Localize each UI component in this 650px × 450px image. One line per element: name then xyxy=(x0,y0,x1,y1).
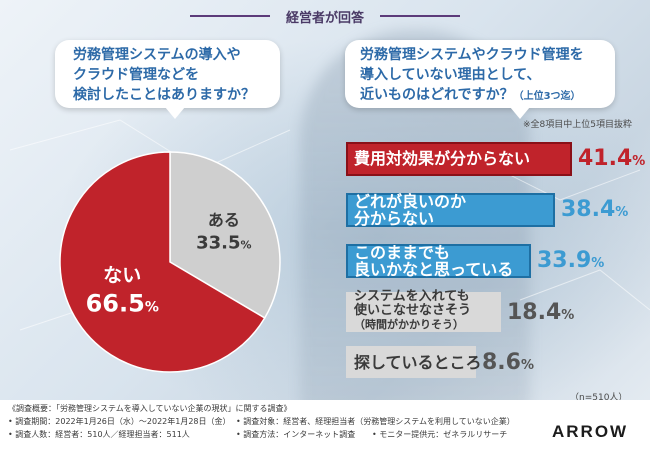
bar-category-label-line: 費用対効果が分からない xyxy=(354,149,531,168)
bar-value-label: 18.4% xyxy=(507,300,574,325)
bar-value-unit: % xyxy=(561,308,575,323)
bar-category-label-line: システムを入れても xyxy=(354,289,470,304)
right-question-line: 導入していない理由として、 xyxy=(360,67,541,83)
bar-category-label-line: 探しているところ xyxy=(354,353,482,372)
bar xyxy=(346,292,501,332)
arrow-logo: ARROW xyxy=(552,422,629,441)
bar-value-label: 41.4% xyxy=(578,146,645,171)
footer-provider: • モニター提供元：ゼネラルリサーチ xyxy=(372,430,508,439)
right-question-line-3: 近いものはどれですか？（上位3つ迄） xyxy=(360,85,584,107)
footer-period: • 調査期間：2022年1月26日（水）～2022年1月28日（金） xyxy=(8,417,231,426)
sample-size-note: （n=510人） xyxy=(570,393,628,403)
bar-category-label: システムを入れても 使いこなせなさそう （時間がかかりそう） xyxy=(354,290,471,332)
bar-category-label-line: （時間がかかりそう） xyxy=(354,318,464,331)
pie-slice xyxy=(59,151,266,373)
bar-value-number: 38.4 xyxy=(561,197,616,222)
bar-value-label: 33.9% xyxy=(537,248,604,273)
footer-method: • 調査方法：インターネット調査 xyxy=(236,430,356,439)
bar-category-label: このままでも 良いかなと思っている xyxy=(354,244,513,278)
right-question-suffix: （上位3つ迄） xyxy=(513,91,581,102)
footer-panel: 《調査概要：「労務管理システムを導入していない企業の現状」に関する調査》 • 調… xyxy=(0,400,650,450)
left-question-bubble: 労務管理システムの導入や クラウド管理などを 検討したことはありますか？ xyxy=(55,40,280,119)
bar-category-label-line: このままでも xyxy=(354,243,451,262)
bar-category-label-line: 使いこなせなさそう xyxy=(354,303,472,318)
bar xyxy=(346,193,555,227)
bar-value-unit: % xyxy=(615,205,629,220)
bar-value-unit: % xyxy=(591,256,605,271)
header-title: 経営者が回答 xyxy=(285,11,364,26)
right-question-line: 労務管理システムやクラウド管理を xyxy=(360,47,584,63)
bar-value-unit: % xyxy=(520,358,535,373)
bar-value-number: 41.4 xyxy=(578,146,633,171)
left-question-line: 労務管理システムの導入や xyxy=(73,47,241,63)
bar xyxy=(346,346,476,378)
bar-value-number: 18.4 xyxy=(507,300,562,325)
pie-slice xyxy=(169,151,281,320)
bar-category-label: 費用対効果が分からない xyxy=(354,150,530,167)
pie-slice-value: 66.5% xyxy=(86,289,159,317)
footer-survey-title: 《調査概要：「労務管理システムを導入していない企業の現状」に関する調査》 xyxy=(8,404,292,413)
pie-slice-label: ある xyxy=(208,210,240,229)
bar xyxy=(346,244,531,278)
bar-value-number: 33.9 xyxy=(537,248,592,273)
bar-category-label: 探しているところ xyxy=(354,354,482,371)
bar-value-number: 8.6 xyxy=(482,350,521,375)
header-line-left xyxy=(190,15,270,17)
left-question-line: クラウド管理などを xyxy=(73,67,199,83)
bar-category-label-line: 分からない xyxy=(354,209,435,228)
bar-value-unit: % xyxy=(632,154,646,169)
bar-value-label: 8.6% xyxy=(482,350,534,375)
right-question-line-text: 近いものはどれですか？ xyxy=(360,87,514,103)
left-question-line: 検討したことはありますか？ xyxy=(73,87,255,103)
bar-value-label: 38.4% xyxy=(561,197,628,222)
header-line-right xyxy=(380,15,460,17)
pie-slice-label: ない xyxy=(103,264,141,286)
bar-category-label-line: 良いかなと思っている xyxy=(354,260,514,279)
footer-target: • 調査対象：経営者、経理担当者（労務管理システムを利用していない企業） xyxy=(236,417,515,426)
bar xyxy=(346,142,572,176)
footer-subjects: • 調査人数：経営者：510人／経理担当者：511人 xyxy=(8,430,190,439)
top5-note: ※全8項目中上位5項目抜粋 xyxy=(523,120,632,130)
bar-category-label: どれが良いのか 分からない xyxy=(354,193,466,227)
bar-category-label-line: どれが良いのか xyxy=(354,192,467,211)
pie-slice-value: 33.5% xyxy=(196,232,251,253)
right-question-bubble: 労務管理システムやクラウド管理を 導入していない理由として、 近いものはどれです… xyxy=(345,40,615,119)
